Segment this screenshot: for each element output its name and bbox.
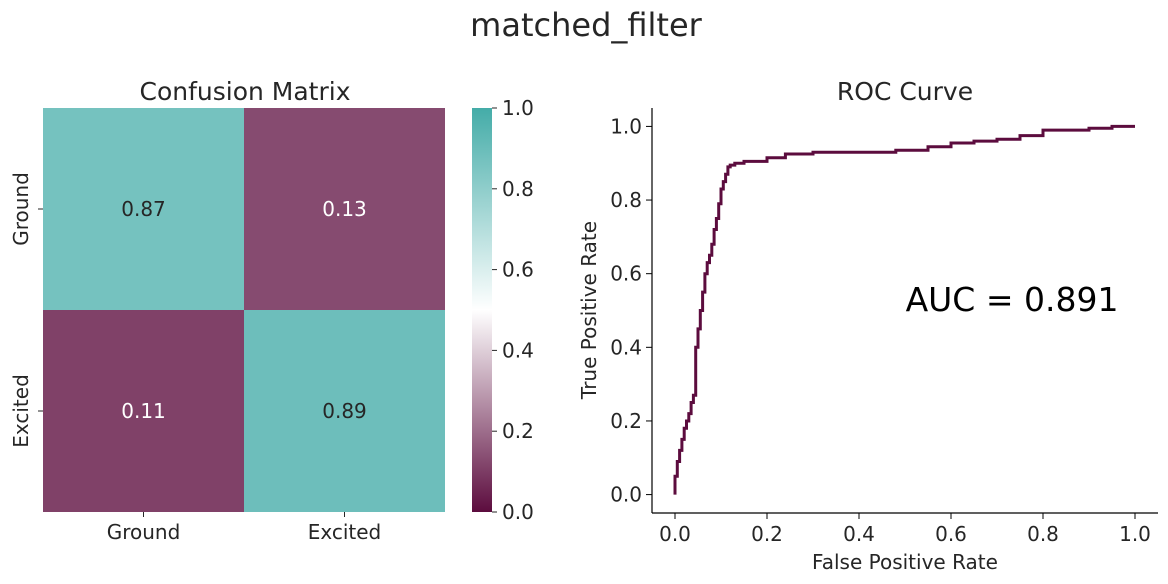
matrix-cell-value: 0.13 — [322, 197, 367, 221]
roc-y-ticks: 0.0 0.2 0.4 0.6 0.8 1.0 — [610, 114, 652, 507]
roc-x-tick-label: 0.6 — [935, 522, 967, 546]
confusion-matrix-cells: 0.87 0.13 0.11 0.89 — [43, 108, 445, 512]
roc-y-axis-label: True Positive Rate — [577, 221, 601, 400]
roc-x-ticks: 0.0 0.2 0.4 0.6 0.8 1.0 — [659, 513, 1151, 546]
roc-y-tick-label: 0.4 — [610, 335, 642, 359]
col-tick-label: Ground — [107, 520, 181, 544]
matrix-cell — [43, 310, 244, 512]
confusion-matrix-panel: Confusion Matrix 0.87 0.13 0.11 0.89 Ground… — [9, 77, 445, 544]
roc-x-tick-label: 0.4 — [843, 522, 875, 546]
confusion-matrix-col-labels: Ground Excited — [107, 512, 382, 544]
roc-panel: ROC Curve 0.0 0.2 0.4 0.6 0.8 1.0 0.00.20.40.… — [577, 77, 1158, 574]
roc-x-tick-label: 0.8 — [1027, 522, 1059, 546]
figure-suptitle: matched_filter — [470, 6, 702, 44]
colorbar-tick-label: 1.0 — [502, 96, 534, 120]
row-tick-label: Excited — [9, 374, 33, 448]
roc-x-axis-label: False Positive Rate — [812, 550, 998, 574]
col-tick-label: Excited — [308, 520, 382, 544]
colorbar-tick-label: 0.2 — [502, 419, 534, 443]
matrix-cell — [244, 310, 445, 512]
roc-y-tick-label: 1.0 — [610, 114, 642, 138]
colorbar-gradient — [472, 108, 492, 512]
row-tick-label: Ground — [9, 172, 33, 246]
matrix-cell-value: 0.87 — [121, 197, 166, 221]
colorbar-tick-label: 0.6 — [502, 258, 534, 282]
confusion-matrix-title: Confusion Matrix — [139, 77, 350, 106]
matrix-cell-value: 0.89 — [322, 399, 367, 423]
roc-x-tick-label: 1.0 — [1119, 522, 1151, 546]
colorbar-ticks: 0.0 0.2 0.4 0.6 0.8 1.0 — [492, 96, 534, 524]
colorbar-tick-label: 0.0 — [502, 500, 534, 524]
roc-y-tick-label: 0.0 — [610, 483, 642, 507]
roc-curve-line — [673, 124, 1135, 495]
matrix-cell-value: 0.11 — [121, 399, 166, 423]
colorbar-tick-label: 0.8 — [502, 177, 534, 201]
colorbar-tick-label: 0.4 — [502, 338, 534, 362]
matrix-cell — [244, 108, 445, 310]
roc-y-tick-label: 0.6 — [610, 262, 642, 286]
roc-y-tick-label: 0.2 — [610, 409, 642, 433]
roc-x-tick-label: 0.2 — [751, 522, 783, 546]
roc-x-tick-label: 0.0 — [659, 522, 691, 546]
roc-title: ROC Curve — [837, 77, 973, 106]
matrix-cell — [43, 108, 244, 310]
roc-y-tick-label: 0.8 — [610, 188, 642, 212]
colorbar: 0.0 0.2 0.4 0.6 0.8 1.0 — [472, 96, 534, 524]
auc-annotation: AUC = 0.891 — [906, 280, 1119, 319]
confusion-matrix-row-labels: Ground Excited — [9, 172, 43, 448]
